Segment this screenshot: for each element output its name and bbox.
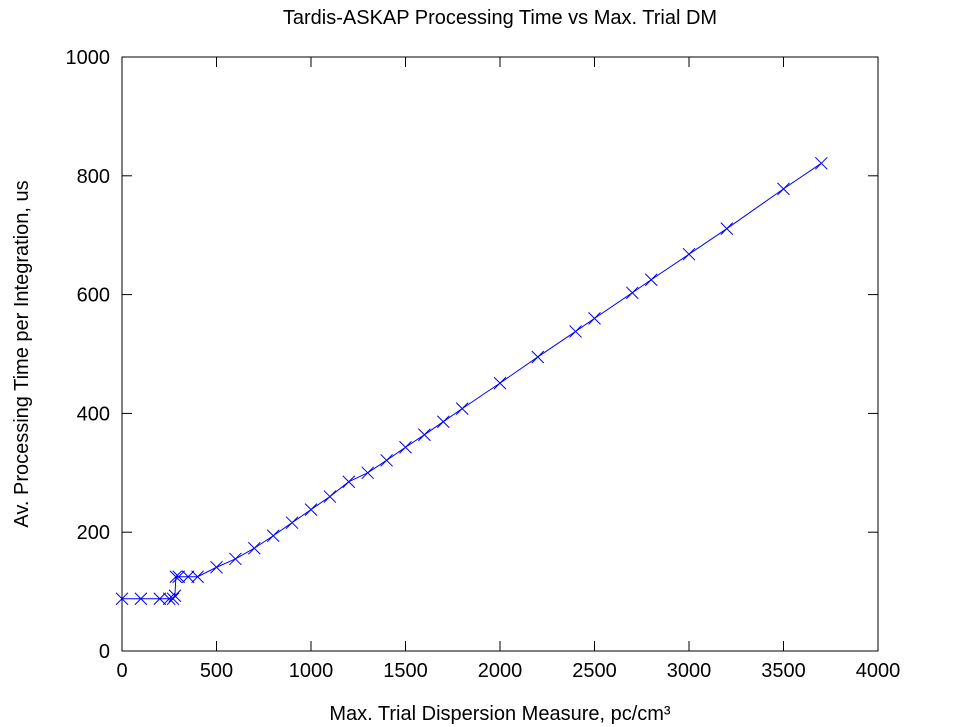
- data-point: [168, 589, 182, 603]
- data-point: [181, 570, 195, 584]
- data-point: [625, 286, 639, 300]
- y-tick-label: 800: [77, 166, 110, 188]
- data-point: [172, 570, 186, 584]
- chart-title: Tardis-ASKAP Processing Time vs Max. Tri…: [283, 7, 717, 29]
- data-point: [399, 440, 412, 454]
- data-point: [285, 516, 299, 530]
- x-tick-label: 2500: [572, 660, 617, 682]
- data-point: [229, 552, 242, 566]
- data-point: [323, 490, 337, 503]
- data-point: [493, 376, 507, 390]
- y-tick-label: 200: [77, 522, 110, 544]
- y-tick-label: 600: [77, 285, 110, 307]
- data-point: [342, 475, 356, 489]
- data-point: [304, 503, 318, 516]
- data-point: [777, 182, 790, 196]
- data-point: [682, 247, 696, 261]
- data-point: [153, 592, 167, 606]
- data-point: [569, 325, 582, 338]
- data-point: [814, 156, 828, 170]
- y-tick-label: 0: [99, 641, 110, 663]
- data-point: [210, 560, 223, 574]
- data-point: [531, 350, 545, 364]
- x-tick-label: 2000: [478, 660, 523, 682]
- data-point: [644, 273, 658, 287]
- data-point: [191, 570, 204, 584]
- data-point: [266, 529, 280, 543]
- data-point: [134, 592, 148, 606]
- plot-frame: [121, 56, 879, 652]
- data-point: [588, 312, 601, 325]
- data-point: [166, 592, 180, 606]
- data-point: [455, 402, 469, 416]
- data-point: [361, 466, 375, 480]
- data-point: [436, 415, 450, 429]
- data-point: [115, 592, 129, 606]
- y-tick-label: 400: [77, 403, 110, 425]
- x-tick-label: 1000: [289, 660, 334, 682]
- series-line: [122, 162, 822, 600]
- y-axis-label: Av. Processing Time per Integration, us: [11, 180, 33, 527]
- x-tick-label: 1500: [383, 660, 428, 682]
- data-point: [380, 453, 393, 467]
- data-point: [247, 541, 261, 555]
- x-tick-label: 4000: [856, 660, 901, 682]
- data-point: [720, 222, 734, 236]
- x-tick-label: 3500: [761, 660, 806, 682]
- y-tick-label: 1000: [66, 47, 111, 69]
- x-axis-label: Max. Trial Dispersion Measure, pc/cm³: [329, 703, 671, 725]
- data-point: [418, 428, 431, 442]
- x-tick-label: 500: [200, 660, 233, 682]
- x-tick-label: 3000: [667, 660, 712, 682]
- x-tick-label: 0: [116, 660, 127, 682]
- data-point: [169, 570, 183, 584]
